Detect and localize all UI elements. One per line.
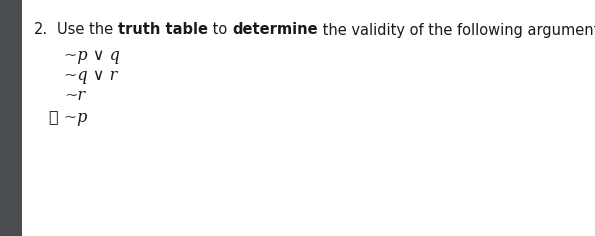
Text: to: to: [208, 22, 232, 38]
Text: ∴ ~p: ∴ ~p: [49, 110, 87, 126]
Text: the validity of the following argument form. (: the validity of the following argument f…: [318, 22, 595, 38]
Text: ~q ∨ r: ~q ∨ r: [64, 67, 117, 84]
Text: determine: determine: [232, 22, 318, 38]
Text: ~r: ~r: [64, 87, 85, 104]
Text: 2.: 2.: [34, 22, 48, 38]
Text: ~p ∨ q: ~p ∨ q: [64, 46, 120, 63]
Text: Use the: Use the: [57, 22, 118, 38]
Bar: [0, 0, 22, 236]
Text: truth table: truth table: [118, 22, 208, 38]
